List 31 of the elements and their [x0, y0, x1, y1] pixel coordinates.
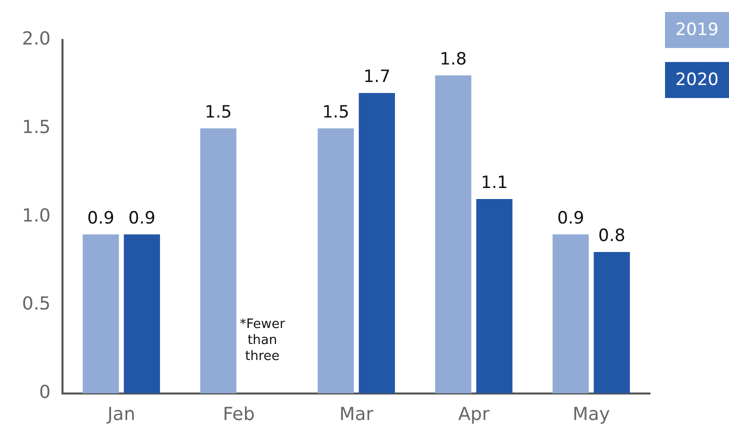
data-label: 1.1	[480, 172, 508, 193]
bar	[435, 75, 472, 394]
text: 2020	[665, 62, 729, 98]
data-label: 0.9	[87, 208, 114, 228]
bar	[476, 199, 512, 394]
data-label: 0.9	[557, 208, 584, 228]
bar	[318, 128, 354, 394]
x-tick-label: Jan	[106, 404, 136, 425]
bar	[594, 252, 630, 394]
data-label: 1.7	[363, 66, 390, 87]
x-tick-label: Feb	[222, 404, 255, 425]
y-tick-label: 1.5	[22, 117, 51, 138]
y-tick-label: 0	[39, 382, 51, 404]
y-tick-label: 1.0	[22, 205, 51, 226]
x-tick-label: Apr	[458, 404, 490, 425]
data-label: 1.5	[204, 102, 232, 122]
bar	[358, 93, 395, 394]
bar	[552, 234, 589, 394]
x-tick-label: May	[572, 404, 610, 425]
data-label: 1.5	[322, 102, 350, 122]
bar	[124, 234, 160, 394]
bar	[82, 234, 119, 394]
x-tick-label: Mar	[339, 404, 374, 425]
data-label: 1.8	[440, 49, 467, 70]
data-label: 0.9	[128, 208, 156, 228]
text: 2019	[665, 12, 729, 48]
y-tick-label: 2.0	[22, 28, 51, 50]
data-label: 0.8	[598, 226, 626, 246]
y-tick-label: 0.5	[22, 294, 51, 315]
annotation: *Fewer than three	[240, 316, 286, 364]
bar	[200, 128, 236, 394]
